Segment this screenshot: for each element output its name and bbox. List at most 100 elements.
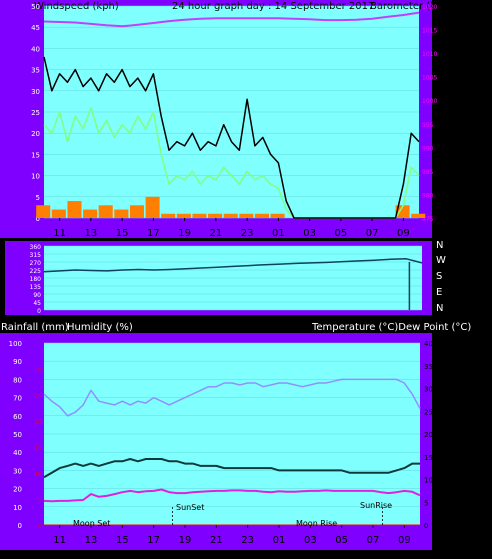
rain-rate-bar [254,213,269,218]
y2-tick-label: 985 [422,169,434,176]
humidity-tick-label: 10 [13,504,22,512]
rain-tick-label: 15 [34,445,42,452]
rain-rate-bar [36,205,51,218]
x-tick-label: 15 [116,535,129,546]
wind-gust-line [43,56,420,219]
y2-tick-label: 1020 [422,4,437,11]
x-tick-label: 03 [304,535,317,546]
x-tick-label: 03 [303,228,316,239]
y-tick-label: 90 [33,292,41,299]
y2-tick-label: 990 [422,145,434,152]
humidity-tick-label: 20 [13,486,22,494]
y-tick-label: 40 [31,45,40,53]
rain-rate-bar [395,205,410,218]
wind-direction-line [43,258,423,273]
y-tick-label: 20 [31,130,40,138]
humidity-tick-label: 70 [13,395,22,403]
temperature-tick-label: 35 [424,363,433,371]
temperature-tick-label: 30 [424,386,433,394]
temperature-tick-label: 0 [424,522,428,530]
x-tick-label: 07 [366,228,379,239]
x-tick-label: 05 [335,535,348,546]
direction-letter: N [436,240,443,251]
x-tick-label: 05 [335,228,348,239]
y-tick-label: 270 [30,260,42,267]
rain-rate-bar [239,213,254,218]
rain-rate-bar [208,213,223,218]
y2-tick-label: 1010 [422,51,437,58]
y-tick-label: 225 [30,268,42,275]
sun-set-label: SunSet [176,503,204,512]
y-tick-label: 360 [30,244,42,251]
y2-tick-label: 1000 [422,98,437,105]
x-tick-label: 09 [398,535,411,546]
y-tick-label: 135 [30,284,42,291]
direction-letter: W [436,255,446,266]
rain-tick-label: 20 [34,419,42,426]
rain-rate-bar [192,213,207,218]
temperature-tick-label: 20 [424,431,433,439]
humidity-tick-label: 80 [13,376,22,384]
rain-rate-bar [176,213,191,218]
moon-set-label: Moon Set [73,519,110,528]
y-tick-label: 25 [31,109,40,117]
x-tick-label: 11 [53,228,66,239]
temperature-tick-label: 25 [424,408,433,416]
direction-letters: N W S E N [436,240,446,314]
y-tick-label: 30 [31,88,40,96]
humidity-tick-label: 100 [9,340,22,348]
direction-letter: E [436,287,442,298]
y-tick-label: 45 [31,24,40,32]
rainfall-axis-label: Rainfall (mm) [1,322,69,333]
x-tick-label: 15 [116,228,129,239]
humidity-tick-label: 0 [18,522,22,530]
temperature-line [43,458,420,479]
y-tick-label: 15 [31,151,40,159]
x-tick-label: 11 [53,535,66,546]
rain-rate-bar [161,213,176,218]
x-tick-label: 21 [210,535,223,546]
y-tick-label: 180 [30,276,42,283]
rain-tick-label: 5 [38,497,42,504]
x-tick-label: 17 [147,228,160,239]
rain-rate-bar [145,196,160,218]
rain-rate-bar [270,213,285,218]
top-chart: 0510152025303540455097598098599099510001… [31,3,437,239]
temperature-tick-label: 10 [424,477,433,485]
moon-rise-label: Moon Rise [296,519,337,528]
y2-tick-label: 980 [422,192,434,199]
y2-tick-label: 975 [422,216,434,223]
x-tick-label: 23 [241,228,254,239]
x-tick-label: 21 [210,228,223,239]
humidity-tick-label: 90 [13,358,22,366]
y2-tick-label: 1005 [422,75,437,82]
x-tick-label: 17 [147,535,160,546]
direction-letter: S [436,271,442,282]
humidity-tick-label: 60 [13,413,22,421]
x-tick-label: 13 [85,228,98,239]
rain-rate-bar [67,201,82,218]
y2-tick-label: 1015 [422,28,437,35]
rain-rate-bar [98,205,113,218]
rain-rate-bar [114,209,129,218]
x-tick-label: 19 [179,535,192,546]
y-tick-label: 315 [30,252,42,259]
x-tick-label: 23 [241,535,254,546]
humidity-tick-label: 40 [13,449,22,457]
rain-rate-bar [83,209,98,218]
rain-rate-bar [223,213,238,218]
humidity-tick-label: 30 [13,467,22,475]
y-tick-label: 10 [31,173,40,181]
temperature-axis-label: Temperature (°C)Dew Point (°C) [311,322,471,333]
graph-title: 24 hour graph day : 14 September 2017 [172,1,374,12]
direction-letter: N [436,303,443,314]
humidity-line [43,378,421,417]
humidity-tick-label: 50 [13,431,22,439]
rain-tick-label: 25 [34,393,42,400]
x-tick-label: 13 [85,535,98,546]
temperature-tick-label: 40 [424,340,433,348]
x-tick-label: 09 [397,228,410,239]
